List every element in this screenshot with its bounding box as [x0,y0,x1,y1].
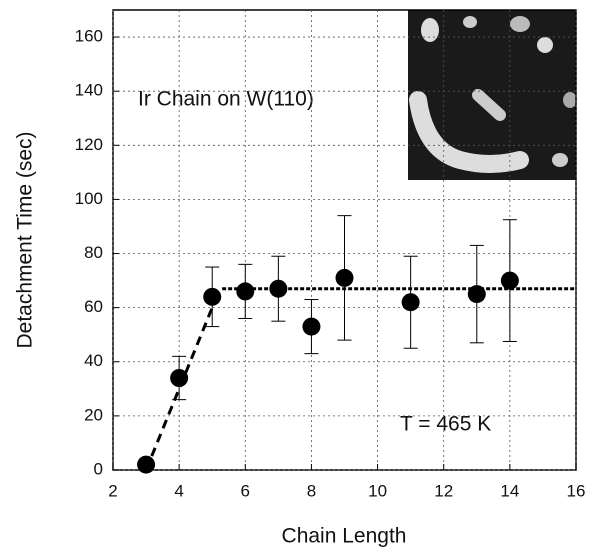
data-point [302,317,321,336]
y-tick-label: 20 [84,405,103,424]
x-tick-label: 16 [567,481,586,500]
x-tick-label: 2 [108,481,117,500]
data-point [236,282,255,301]
x-tick-label: 4 [174,481,183,500]
y-tick-label: 80 [84,243,103,262]
y-tick-label: 140 [75,81,103,100]
annotation: Ir Chain on W(110) [138,88,314,111]
y-axis-label: Detachment Time (sec) [14,131,37,348]
y-tick-label: 60 [84,297,103,316]
data-point [335,268,354,287]
inset-image [408,10,577,180]
y-tick-label: 100 [75,189,103,208]
data-point [170,369,189,387]
y-tick-label: 0 [94,459,103,478]
data-point [203,287,222,306]
x-tick-label: 14 [500,481,519,500]
x-axis-label: Chain Length [282,525,407,548]
data-point [137,455,156,474]
y-tick-label: 40 [84,351,103,370]
y-tick-label: 160 [75,27,103,46]
x-tick-label: 12 [434,481,453,500]
x-tick-label: 10 [368,481,387,500]
x-tick-label: 6 [241,481,250,500]
data-point [467,285,486,304]
x-tick-label: 8 [307,481,316,500]
data-point [269,279,288,298]
data-point [401,293,420,312]
data-point [500,271,519,290]
y-tick-label: 120 [75,135,103,154]
annotation: T = 465 K [400,413,491,436]
